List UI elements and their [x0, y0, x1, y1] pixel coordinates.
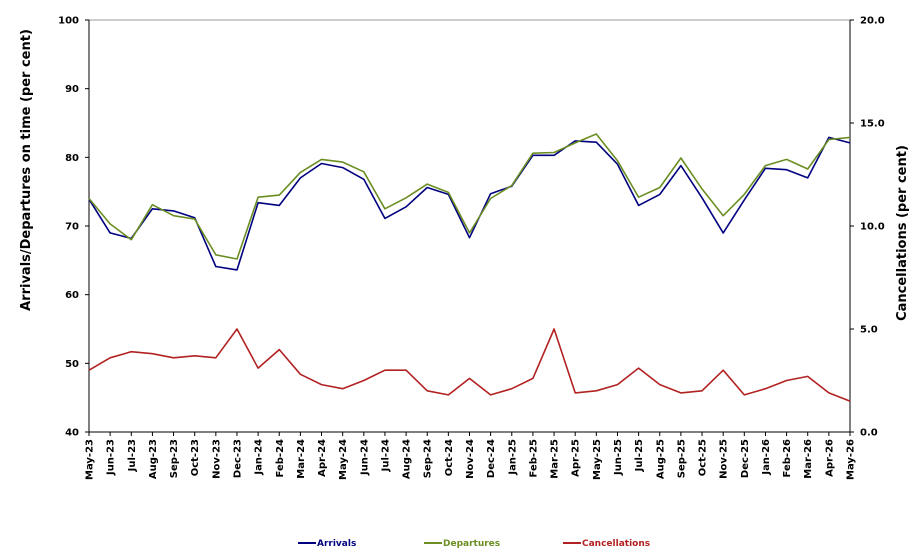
- x-tick-label: Mar-25: [550, 439, 561, 479]
- right-axis-title: Cancellations (per cent): [895, 145, 910, 321]
- x-tick-label: Aug-24: [402, 439, 413, 479]
- left-tick-label: 100: [58, 16, 79, 27]
- legend-item-departures: Departures: [424, 539, 500, 549]
- left-tick-label: 40: [65, 428, 79, 439]
- x-tick-label: Jul-25: [634, 439, 645, 472]
- x-tick-label: Jul-23: [127, 439, 138, 472]
- x-tick-label: Jul-24: [380, 439, 391, 472]
- left-tick-labels: 40 50 60 70 80 90 100: [58, 16, 89, 439]
- right-tick-label: 20.0: [860, 16, 885, 27]
- series-line-cancellations: [88, 328, 851, 402]
- x-tick-label: Apr-24: [317, 439, 328, 477]
- left-axis-title: Arrivals/Departures on time (per cent): [19, 29, 34, 311]
- x-tick-label: Jun-24: [359, 439, 370, 476]
- legend-label: Departures: [443, 539, 500, 549]
- x-tick-label: Feb-24: [275, 439, 286, 477]
- x-tick-label: May-23: [85, 439, 96, 480]
- left-tick-label: 50: [65, 359, 79, 370]
- x-tick-label: Oct-25: [698, 439, 709, 476]
- x-tick-label: Nov-25: [719, 439, 730, 479]
- x-tick-label: Jun-23: [106, 439, 117, 476]
- series-line-arrivals: [88, 136, 851, 271]
- right-tick-label: 15.0: [860, 119, 885, 130]
- left-tick-label: 70: [65, 222, 79, 233]
- x-tick-label: May-25: [592, 439, 603, 480]
- right-tick-labels: 0.0 5.0 10.0 15.0 20.0: [850, 16, 885, 439]
- x-tick-label: Aug-23: [148, 439, 159, 479]
- x-tick-labels: May-23 Jun-23 Jul-23 Aug-23 Sep-23 Oct-23 Nov-…: [85, 432, 857, 480]
- x-tick-label: Nov-24: [465, 439, 476, 479]
- left-tick-label: 80: [65, 153, 79, 164]
- x-tick-label: May-26: [846, 439, 857, 480]
- axes: [88, 20, 851, 433]
- left-tick-label: 60: [65, 290, 79, 301]
- right-tick-label: 10.0: [860, 222, 885, 233]
- x-tick-label: Jan-26: [761, 439, 772, 476]
- x-tick-label: Mar-26: [803, 439, 814, 479]
- right-tick-label: 0.0: [860, 428, 878, 439]
- x-tick-label: Jun-25: [613, 439, 624, 476]
- x-tick-label: Jan-25: [507, 439, 518, 476]
- x-tick-label: Sep-24: [423, 439, 434, 478]
- x-tick-label: Jan-24: [254, 439, 265, 476]
- legend-label: Arrivals: [317, 539, 356, 549]
- x-tick-label: Sep-25: [676, 439, 687, 478]
- legend-label: Cancellations: [582, 539, 650, 549]
- x-tick-label: Aug-25: [655, 439, 666, 479]
- left-tick-label: 90: [65, 84, 79, 95]
- x-tick-label: Apr-26: [824, 439, 835, 477]
- x-tick-label: Dec-23: [232, 439, 243, 478]
- x-tick-label: May-24: [338, 439, 349, 480]
- x-tick-label: Dec-25: [740, 439, 751, 478]
- x-tick-label: Feb-25: [528, 439, 539, 477]
- series-line-departures: [88, 133, 851, 260]
- x-tick-label: Oct-24: [444, 439, 455, 476]
- legend-item-cancellations: Cancellations: [563, 539, 650, 549]
- x-tick-label: Apr-25: [571, 439, 582, 477]
- x-tick-label: Nov-23: [211, 439, 222, 479]
- x-tick-label: Oct-23: [190, 439, 201, 476]
- x-tick-label: Feb-26: [782, 439, 793, 477]
- x-tick-label: Dec-24: [486, 439, 497, 478]
- x-tick-label: Mar-24: [296, 439, 307, 479]
- x-tick-label: Sep-23: [169, 439, 180, 478]
- series-lines: [88, 133, 851, 402]
- right-tick-label: 5.0: [860, 325, 878, 336]
- legend-item-arrivals: Arrivals: [298, 539, 356, 549]
- legend: Arrivals Departures Cancellations: [298, 539, 650, 549]
